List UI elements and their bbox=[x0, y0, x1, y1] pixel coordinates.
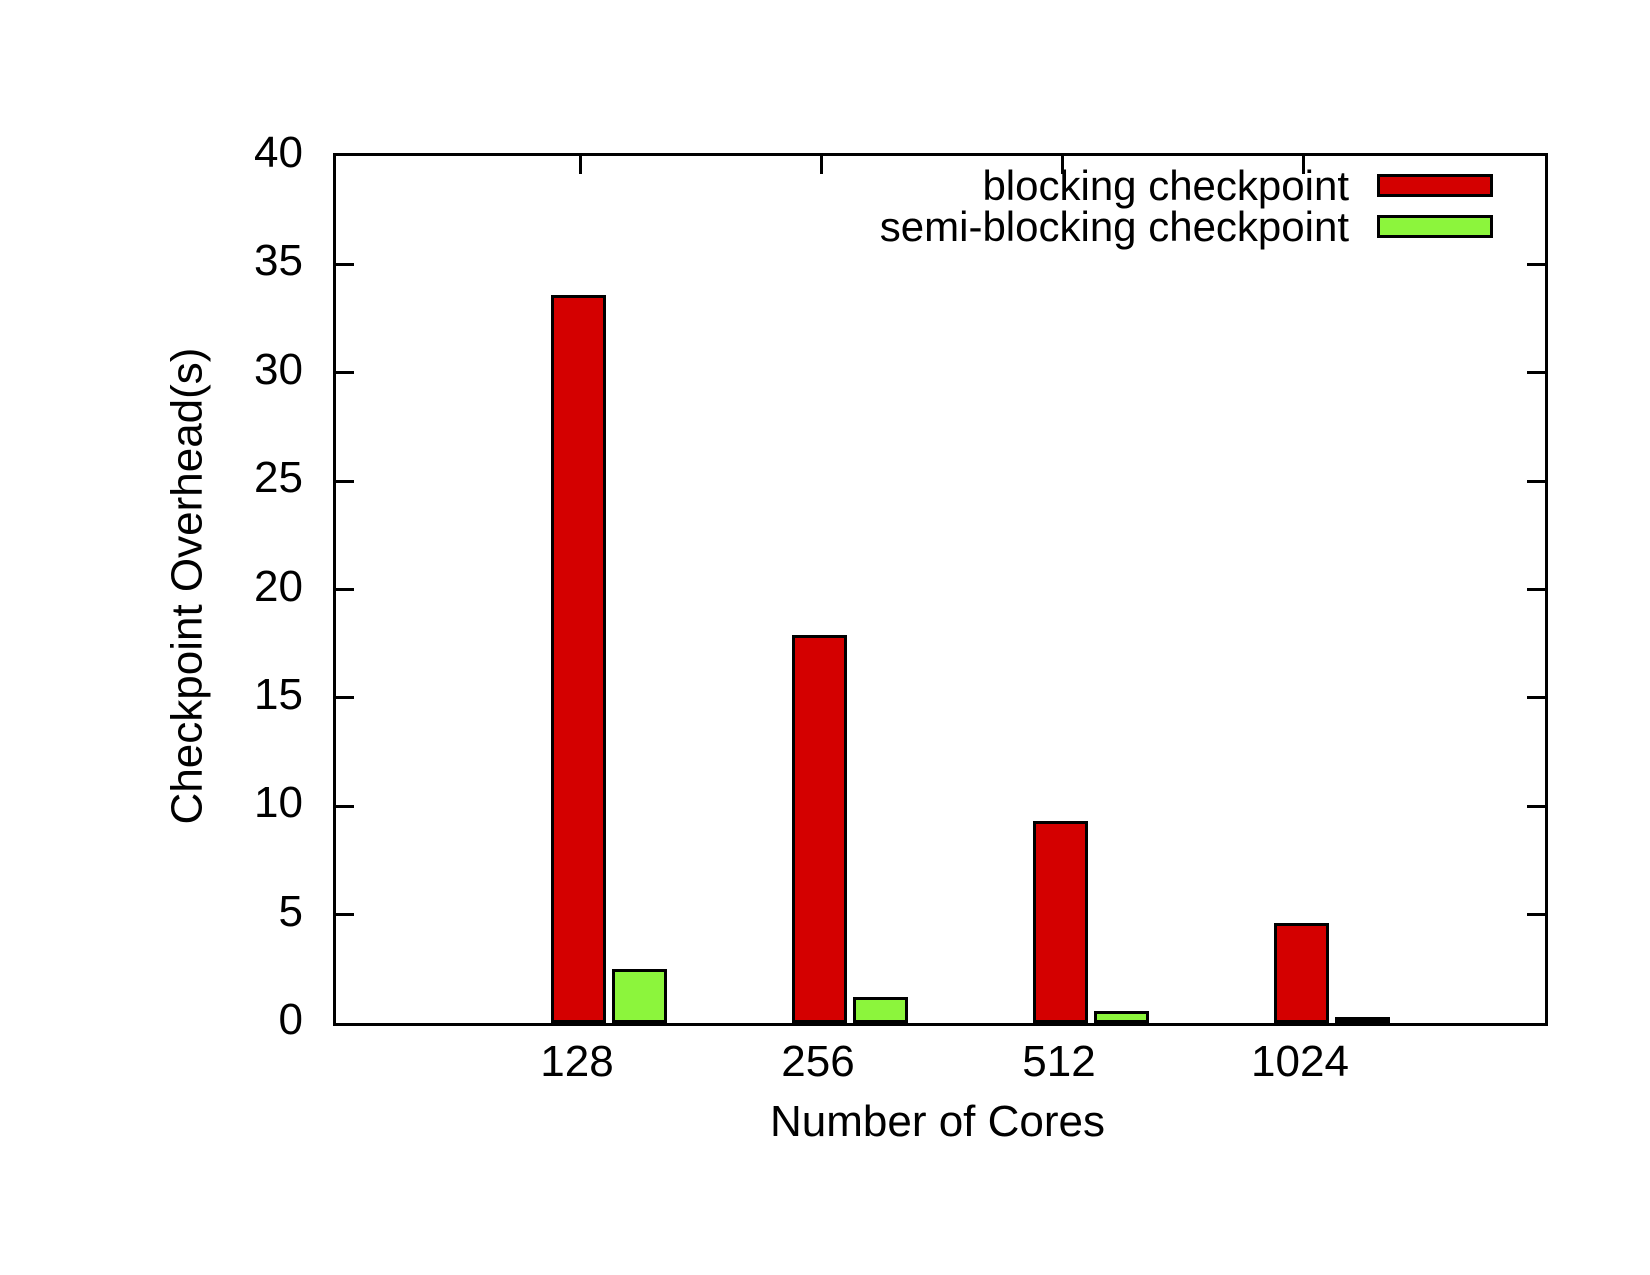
plot-area bbox=[333, 153, 1548, 1026]
y-tick-label: 35 bbox=[254, 236, 303, 286]
y-tick-label: 30 bbox=[254, 344, 303, 394]
y-axis-title: Checkpoint Overhead(s) bbox=[162, 347, 212, 825]
y-axis-tick bbox=[336, 479, 354, 483]
bar-semi-blocking bbox=[853, 997, 908, 1023]
y-axis-tick bbox=[336, 371, 354, 375]
y-axis-tick-mirror bbox=[1527, 696, 1545, 700]
bar-semi-blocking bbox=[1335, 1016, 1390, 1023]
x-axis-tick-top bbox=[1301, 156, 1305, 174]
bar-blocking bbox=[551, 294, 606, 1023]
y-axis-tick bbox=[336, 804, 354, 808]
y-axis-tick-mirror bbox=[1527, 588, 1545, 591]
bar-semi-blocking bbox=[1094, 1011, 1149, 1023]
y-axis-tick bbox=[336, 262, 354, 266]
y-tick-label: 0 bbox=[278, 995, 303, 1044]
bar-blocking bbox=[1033, 821, 1088, 1023]
y-axis-tick-mirror bbox=[1527, 913, 1545, 917]
y-tick-label: 15 bbox=[254, 669, 303, 719]
y-axis-tick-mirror bbox=[1527, 804, 1545, 808]
bar-blocking bbox=[1274, 923, 1329, 1023]
legend-item: blocking checkpoint bbox=[880, 162, 1493, 209]
x-axis-title: Number of Cores bbox=[769, 1097, 1105, 1146]
legend-swatch bbox=[1377, 174, 1493, 197]
x-tick-label: 256 bbox=[781, 1037, 855, 1086]
x-tick-label: 128 bbox=[540, 1037, 614, 1086]
x-tick-label: 1024 bbox=[1251, 1037, 1349, 1086]
legend-label: semi-blocking checkpoint bbox=[879, 203, 1349, 250]
x-axis-tick-top bbox=[819, 156, 823, 174]
y-axis-tick-mirror bbox=[1527, 479, 1545, 483]
y-tick-label: 10 bbox=[254, 778, 303, 828]
y-tick-label: 5 bbox=[278, 886, 303, 936]
x-axis-tick-top bbox=[1060, 156, 1064, 174]
x-axis-tick-top bbox=[578, 156, 582, 174]
bar-semi-blocking bbox=[612, 968, 667, 1023]
x-tick-label: 512 bbox=[1022, 1037, 1096, 1086]
y-axis-tick bbox=[336, 588, 354, 591]
bar-blocking bbox=[792, 635, 847, 1023]
y-axis-tick-mirror bbox=[1527, 371, 1545, 375]
y-tick-label: 40 bbox=[254, 128, 303, 177]
y-axis-tick-mirror bbox=[1527, 262, 1545, 266]
y-axis-tick bbox=[336, 696, 354, 700]
y-tick-label: 25 bbox=[254, 453, 303, 503]
y-tick-label: 20 bbox=[254, 561, 303, 611]
legend-label: blocking checkpoint bbox=[982, 162, 1349, 209]
y-axis-tick bbox=[336, 913, 354, 917]
legend-item: semi-blocking checkpoint bbox=[879, 203, 1493, 250]
legend-swatch bbox=[1377, 215, 1493, 238]
legend: blocking checkpoint semi-blocking checkp… bbox=[879, 162, 1493, 250]
